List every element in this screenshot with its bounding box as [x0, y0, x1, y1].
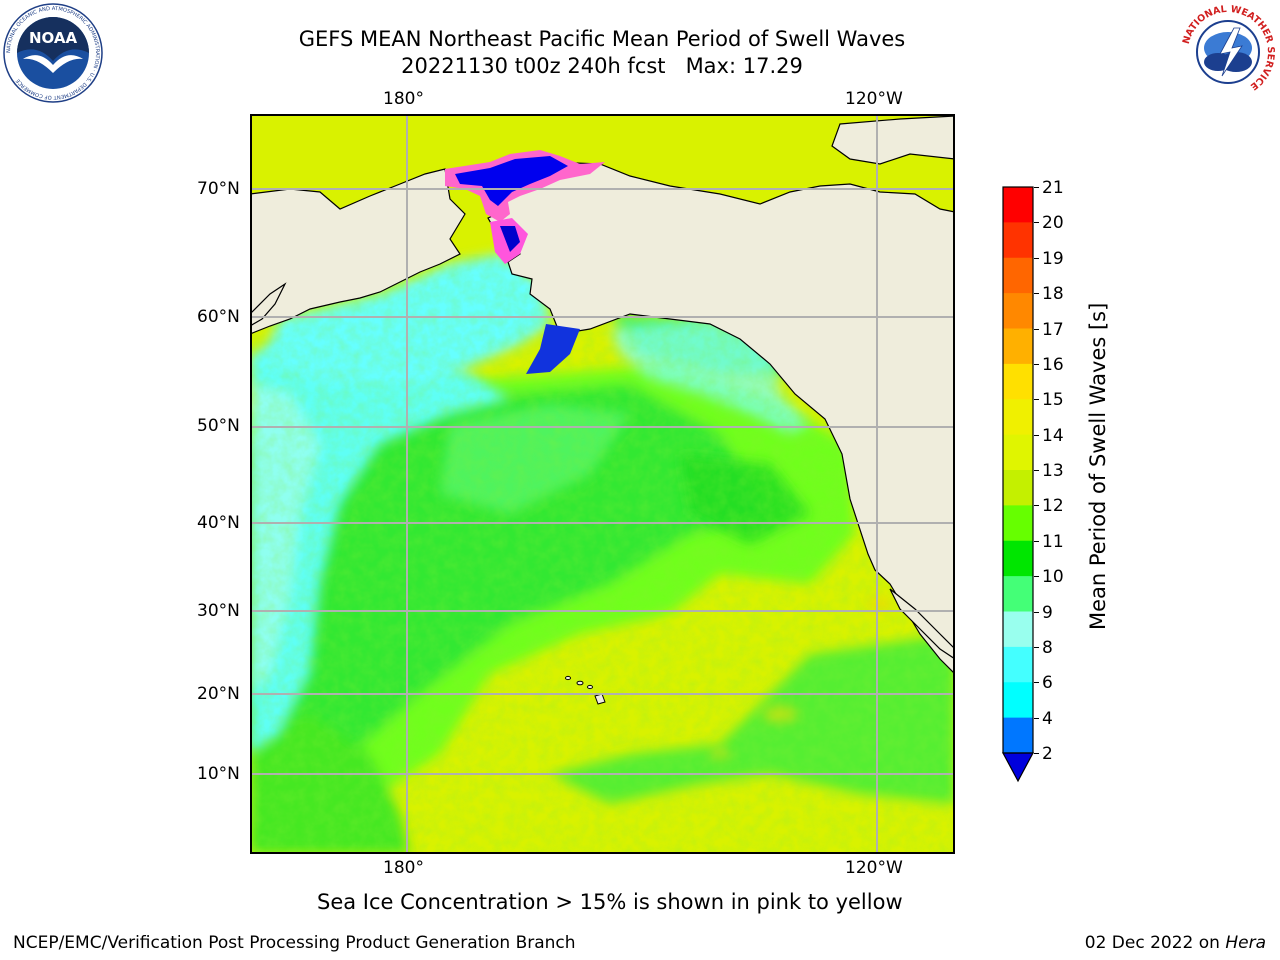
colorbar-tick-mark [1034, 363, 1039, 365]
footer-machine: Hera [1225, 933, 1266, 953]
noaa-logo: NATIONAL OCEANIC AND ATMOSPHERIC ADMINIS… [3, 3, 103, 103]
colorbar-tick-label: 18 [1042, 284, 1064, 305]
sea-ice-caption: Sea Ice Concentration > 15% is shown in … [317, 890, 903, 914]
colorbar-tick-mark [1034, 682, 1039, 684]
lon-label-top-180: 180° [383, 89, 424, 109]
lat-label-30n: 30°N [197, 601, 240, 621]
chart-title: GEFS MEAN Northeast Pacific Mean Period … [298, 27, 906, 51]
colorbar-tick-label: 8 [1042, 637, 1053, 658]
colorbar-tick-label: 2 [1042, 744, 1053, 764]
lon-label-bottom-120w: 120°W [845, 858, 903, 878]
colorbar-tick-mark [1034, 187, 1039, 188]
colorbar-segment [1003, 293, 1033, 329]
colorbar-extend-triangle [1001, 752, 1035, 783]
land-canada-north [831, 115, 955, 165]
colorbar-tick-mark [1034, 576, 1039, 578]
colorbar-segment [1003, 399, 1033, 436]
colorbar-segment [1003, 717, 1033, 754]
colorbar-tick-label: 14 [1042, 425, 1064, 446]
lat-label-20n: 20°N [197, 684, 240, 704]
colorbar-segment [1003, 257, 1033, 294]
colorbar-segment [1003, 470, 1033, 506]
colorbar-tick-mark [1034, 540, 1039, 542]
colorbar-segment [1003, 222, 1033, 259]
colorbar-tick-mark [1034, 646, 1039, 648]
lat-label-60n: 60°N [197, 307, 240, 327]
colorbar-tick-mark [1034, 753, 1039, 754]
colorbar-tick-mark [1034, 505, 1039, 507]
colorbar-tick-label: 13 [1042, 461, 1064, 481]
colorbar [1000, 186, 1036, 784]
land-baja [889, 588, 955, 660]
land-alaska [487, 161, 955, 675]
colorbar-tick-label: 10 [1042, 567, 1064, 588]
noaa-logo-text: NOAA [29, 29, 78, 47]
nws-logo: NATIONAL WEATHER SERVICE [1178, 2, 1278, 102]
colorbar-tick-mark [1034, 611, 1039, 613]
colorbar-segment [1003, 682, 1033, 719]
lat-label-70n: 70°N [197, 179, 240, 199]
chart-subtitle: 20221130 t00z 240h fcst Max: 17.29 [401, 54, 803, 78]
colorbar-tick-label: 16 [1042, 354, 1064, 375]
colorbar-segment [1003, 576, 1033, 612]
colorbar-tick-label: 21 [1042, 178, 1064, 198]
lat-label-40n: 40°N [197, 513, 240, 533]
colorbar-tick-label: 9 [1042, 602, 1053, 623]
colorbar-tick-mark [1034, 399, 1039, 401]
colorbar-tick-label: 20 [1042, 213, 1064, 234]
sea-ice [445, 150, 605, 374]
colorbar-segment [1003, 363, 1033, 400]
land-kamchatka [250, 282, 287, 327]
lon-label-top-120w: 120°W [845, 89, 903, 109]
colorbar-segment [1003, 646, 1033, 683]
colorbar-segment [1003, 187, 1033, 223]
footer-credit: NCEP/EMC/Verification Post Processing Pr… [13, 933, 576, 953]
colorbar-tick-label: 4 [1042, 708, 1053, 729]
land-asia [250, 168, 466, 335]
colorbar-tick-label: 15 [1042, 390, 1064, 411]
colorbar-segment [1003, 611, 1033, 648]
colorbar-tick-mark [1034, 293, 1039, 295]
colorbar-frame [1002, 186, 1034, 754]
colorbar-segment [1003, 505, 1033, 542]
colorbar-tick-label: 6 [1042, 673, 1053, 694]
map-gridlines [250, 114, 955, 854]
colorbar-ticks: 21 20 19 18 17 16 15 14 13 12 11 10 9 8 6 4 2 [1034, 178, 1094, 778]
map-panel [250, 114, 955, 854]
map-frame [250, 114, 955, 854]
footer-date-text: 02 Dec 2022 on [1084, 933, 1226, 953]
lat-label-50n: 50°N [197, 416, 240, 436]
colorbar-tick-mark [1034, 434, 1039, 436]
colorbar-tick-mark [1034, 222, 1039, 224]
lon-label-bottom-180: 180° [383, 858, 424, 878]
colorbar-tick-mark [1034, 257, 1039, 259]
footer-date: 02 Dec 2022 on Hera [1085, 933, 1266, 953]
colorbar-tick-label: 19 [1042, 248, 1064, 269]
colorbar-segment [1003, 434, 1033, 471]
colorbar-tick-mark [1034, 717, 1039, 719]
colorbar-segment [1003, 328, 1033, 365]
colorbar-tick-mark [1034, 328, 1039, 330]
lat-label-10n: 10°N [197, 764, 240, 784]
colorbar-title: Mean Period of Swell Waves [s] [1086, 302, 1110, 630]
colorbar-tick-label: 17 [1042, 319, 1064, 340]
colorbar-segment [1003, 540, 1033, 577]
colorbar-tick-label: 11 [1042, 531, 1064, 552]
colorbar-tick-mark [1034, 470, 1039, 471]
colorbar-tick-label: 12 [1042, 496, 1064, 517]
